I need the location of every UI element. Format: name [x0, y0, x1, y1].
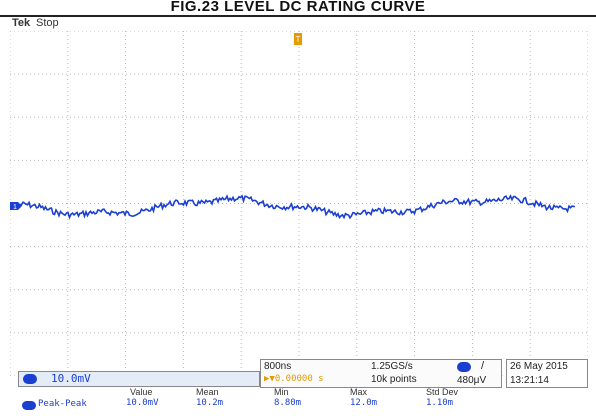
channel-1-trace — [19, 194, 576, 220]
trigger-position: ▶▼0.00000 s — [264, 374, 324, 384]
figure-title: FIG.23 LEVEL DC RATING CURVE — [170, 0, 426, 14]
channel-1-icon — [23, 374, 37, 384]
time: 13:21:14 — [510, 375, 549, 386]
measurement-min: 8.80m — [274, 398, 302, 408]
timebase-readout[interactable]: 800ns 1.25GS/s ▶▼0.00000 s 10k points / … — [260, 359, 502, 388]
scope-info-panel: 10.0mV 800ns 1.25GS/s ▶▼0.00000 s 10k po… — [10, 358, 588, 416]
title-underline — [0, 15, 596, 17]
brand-label: Tek — [12, 17, 31, 29]
trigger-slope: / — [481, 360, 485, 372]
oscilloscope-screen: Tek Stop T 1 10.0mV 800ns 1.25GS/s ▶▼0.0… — [10, 17, 588, 416]
trigger-level: 480μV — [457, 375, 487, 386]
waveform-display: T 1 — [10, 31, 588, 376]
record-length: 10k points — [371, 374, 417, 385]
channel-1-ground-marker: 1 — [10, 202, 22, 211]
header-max: Max — [350, 387, 368, 397]
header-std-dev: Std Dev — [426, 387, 459, 397]
graticule — [10, 31, 588, 376]
measurement-name: Peak-Peak — [38, 399, 87, 409]
measurement-source-icon — [22, 401, 36, 410]
svg-text:T: T — [296, 35, 301, 44]
header-value: Value — [130, 387, 153, 397]
measurement-std-dev: 1.10m — [426, 398, 454, 408]
date: 26 May 2015 — [510, 361, 568, 372]
date-time-readout: 26 May 2015 13:21:14 — [506, 359, 588, 388]
time-per-division: 800ns — [264, 361, 292, 372]
trigger-position-marker: T — [294, 33, 302, 45]
status-bar: Tek Stop — [10, 17, 588, 31]
channel-1-scale: 10.0mV — [51, 372, 91, 385]
measurement-table: Value Mean Min Max Std Dev Peak-Peak 10.… — [18, 386, 500, 414]
channel-1-readout[interactable]: 10.0mV — [18, 371, 260, 387]
sample-rate: 1.25GS/s — [371, 361, 413, 372]
measurement-mean: 10.2m — [196, 398, 224, 408]
header-mean: Mean — [196, 387, 219, 397]
svg-text:1: 1 — [13, 204, 17, 211]
acquisition-state: Stop — [36, 17, 59, 29]
measurement-max: 12.0m — [350, 398, 378, 408]
header-min: Min — [274, 387, 289, 397]
measurement-value: 10.0mV — [126, 398, 159, 408]
trigger-source-icon — [457, 362, 471, 372]
